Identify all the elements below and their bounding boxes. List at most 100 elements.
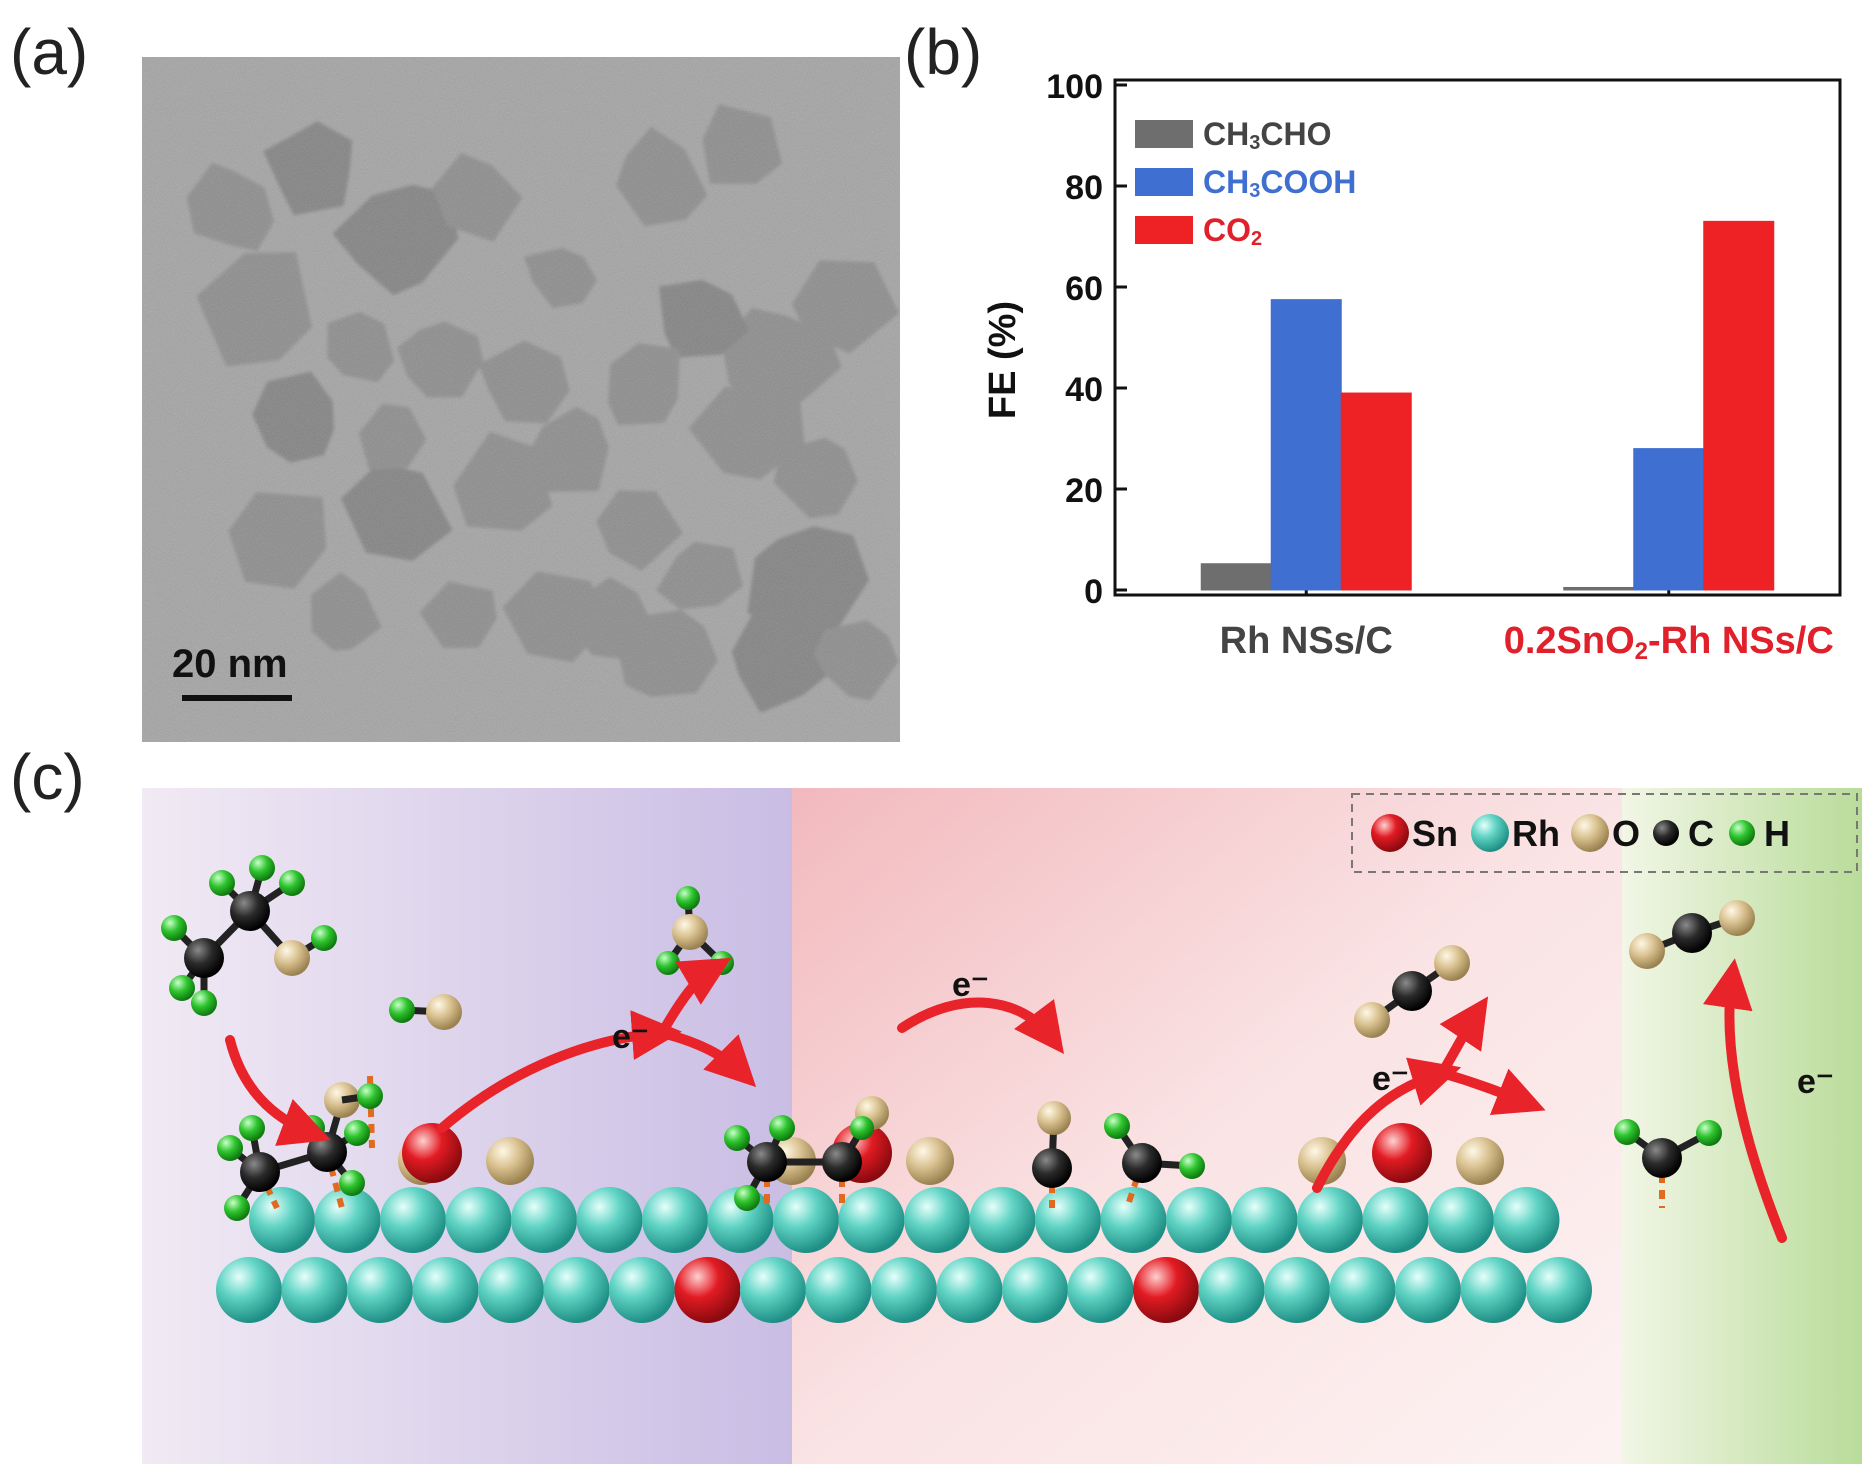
reaction-arrows: [225, 957, 1787, 1243]
scale-bar-label: 20 nm: [172, 642, 288, 686]
o-atom: [906, 1137, 954, 1185]
x-category-label-part: 0.2SnO: [1504, 620, 1635, 662]
x-category-label: 0.2SnO2-Rh NSs/C: [1504, 620, 1834, 665]
y-tick-label: 0: [1084, 573, 1103, 611]
h-atom: [734, 1185, 760, 1211]
bar-ch3cho-1: [1563, 586, 1635, 591]
tem-image: 20 nm: [142, 57, 900, 742]
o-atom: [274, 940, 310, 976]
atom-legend-box: [1351, 793, 1858, 873]
o-legend-swatch: [1571, 814, 1609, 852]
panel-label-c: (c): [10, 741, 85, 813]
sn-atom: [402, 1123, 462, 1183]
legend-label-sub: 3: [1249, 132, 1260, 154]
bar-ch3cooh-0: [1270, 299, 1342, 591]
electron-label-3: e⁻: [1372, 1060, 1409, 1098]
c-atom: [1672, 913, 1712, 953]
atom-legend-label: Rh: [1512, 813, 1560, 854]
bar-co2-1: [1703, 220, 1775, 591]
rh-atom: [805, 1257, 872, 1323]
x-category-label: Rh NSs/C: [1220, 620, 1393, 662]
legend-swatch: [1135, 216, 1193, 244]
electron-label-1: e⁻: [612, 1018, 649, 1056]
o-atom: [426, 994, 462, 1030]
panel-label-a: (a): [10, 16, 89, 88]
sn-atom: [674, 1257, 741, 1323]
rh-atom: [904, 1187, 970, 1253]
legend-label: CO2: [1203, 212, 1262, 250]
rh-atom: [1428, 1187, 1494, 1253]
rh-atom: [838, 1187, 905, 1253]
atom-legend-label: H: [1764, 813, 1790, 854]
o-atom: [1719, 900, 1755, 936]
rh-atom: [281, 1257, 348, 1323]
chart-bars: [1200, 220, 1775, 591]
legend-label-part: CO: [1203, 212, 1251, 248]
legend-swatch: [1135, 120, 1193, 148]
rh-atom: [936, 1257, 1003, 1323]
rh-atom: [1166, 1187, 1232, 1253]
surface-bond: [324, 1151, 345, 1209]
legend-label: CH3COOH: [1203, 164, 1356, 202]
x-category-label-sub: 2: [1635, 638, 1648, 665]
rh-atom: [642, 1187, 708, 1253]
tem-noise: [142, 57, 900, 742]
arrow-co2-split-a: [1437, 996, 1489, 1078]
o-atom: [672, 914, 708, 950]
h-atom: [311, 925, 337, 951]
sn-atom: [1372, 1123, 1432, 1183]
rh-atom: [1329, 1257, 1396, 1323]
legend-label-sub: 3: [1249, 180, 1260, 202]
h-atom: [357, 1083, 383, 1109]
legend-label-part: CHO: [1260, 116, 1331, 152]
arrow-co2-up: [1312, 1057, 1462, 1193]
electron-label-2: e⁻: [952, 966, 989, 1004]
y-tick-label: 100: [1046, 68, 1103, 106]
rh-atom: [1362, 1187, 1429, 1253]
rh-atom: [1067, 1257, 1134, 1323]
legend-label-part: CH: [1203, 164, 1249, 200]
rh-atom: [412, 1257, 479, 1323]
h-atom: [1179, 1153, 1205, 1179]
c-atom: [307, 1132, 347, 1172]
h-atom: [850, 1116, 874, 1140]
h-atom: [1104, 1113, 1130, 1139]
y-tick-label: 60: [1065, 270, 1103, 308]
rh-atom: [1395, 1257, 1461, 1323]
c-atom: [1642, 1138, 1682, 1178]
c-atom: [1032, 1148, 1072, 1188]
h-atom: [389, 997, 415, 1023]
sn-legend-swatch: [1371, 814, 1409, 852]
scale-bar-line: [182, 695, 292, 701]
rh-atom: [347, 1257, 413, 1323]
legend-label-sub: 2: [1251, 228, 1262, 250]
h-legend-swatch: [1729, 820, 1755, 846]
reaction-scheme: e⁻ e⁻ e⁻ e⁻ Sn Rh O C H: [142, 788, 1862, 1464]
h-atom: [169, 975, 195, 1001]
rh-atom: [609, 1257, 675, 1323]
arrow-split-up: [657, 957, 732, 1038]
rh-atom: [1002, 1257, 1068, 1323]
rh-atom: [1264, 1257, 1330, 1323]
arrow-ch-c: [897, 997, 1065, 1054]
o-atom: [1434, 945, 1470, 981]
c-atom: [1392, 971, 1432, 1011]
rh-atom: [740, 1257, 806, 1323]
rh-atom: [1100, 1187, 1167, 1253]
plot-frame: [1113, 78, 1842, 597]
c-atom: [184, 938, 224, 978]
rh-atom: [576, 1187, 643, 1253]
o-atom: [1456, 1137, 1504, 1185]
rh-atom: [1460, 1257, 1527, 1323]
h-atom: [239, 1115, 265, 1141]
c-atom: [747, 1142, 787, 1182]
c-atom: [1122, 1143, 1162, 1183]
h-atom: [249, 855, 275, 881]
c-atom: [230, 891, 270, 931]
h-atom: [339, 1170, 365, 1196]
electron-labels: e⁻ e⁻ e⁻ e⁻: [612, 966, 1834, 1101]
rh-atom: [543, 1257, 610, 1323]
rh-atom: [1526, 1257, 1592, 1323]
